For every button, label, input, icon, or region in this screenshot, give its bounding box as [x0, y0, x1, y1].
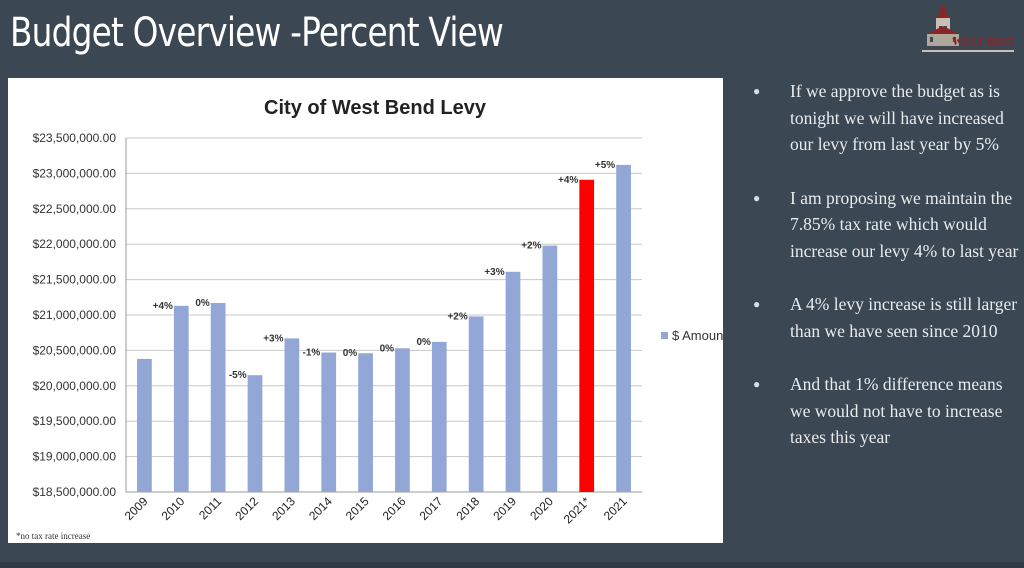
data-label: +2% — [521, 241, 541, 252]
data-label: +2% — [447, 311, 467, 322]
bar — [395, 348, 410, 492]
y-tick-label: $22,500,000.00 — [33, 202, 117, 216]
bullet-item: And that 1% difference means we would no… — [752, 371, 1020, 451]
x-tick-label: 2013 — [269, 494, 298, 523]
data-label: +3% — [263, 333, 283, 344]
x-tick-label: 2020 — [527, 494, 556, 523]
slide-title: Budget Overview -Percent View — [10, 10, 504, 56]
bullet-item: A 4% levy increase is still larger than … — [752, 291, 1020, 344]
y-tick-label: $21,500,000.00 — [33, 273, 117, 287]
bar — [321, 352, 337, 492]
gridlines — [125, 137, 642, 493]
bar — [284, 338, 300, 492]
data-labels: +4% 0% -5% +3% -1% 0% 0% 0% +2% +3% +2% +4% +5% — [153, 160, 616, 381]
y-tick-label: $20,500,000.00 — [33, 343, 117, 357]
x-tick-label: 2017 — [417, 494, 446, 523]
bar — [579, 179, 595, 492]
x-tick-label: 2009 — [122, 494, 151, 523]
x-tick-label: 2014 — [306, 494, 335, 523]
x-tick-label: 2015 — [343, 494, 372, 523]
data-label: +5% — [595, 160, 615, 171]
y-tick-label: $18,500,000.00 — [33, 485, 117, 499]
bullet-item: If we approve the budget as is tonight w… — [752, 78, 1020, 158]
y-tick-label: $19,000,000.00 — [33, 450, 117, 464]
y-tick-label: $23,500,000.00 — [33, 131, 117, 145]
x-tick-label: 2018 — [453, 494, 482, 523]
legend-label: $ Amount — [672, 328, 723, 343]
bar — [173, 305, 189, 492]
data-label: 0% — [195, 298, 210, 309]
legend-swatch — [661, 332, 668, 339]
bar — [210, 302, 226, 492]
y-axis-ticks: $18,500,000.00 $19,000,000.00 $19,500,000.… — [33, 131, 117, 499]
data-label: +4% — [153, 301, 173, 312]
data-label: 0% — [416, 337, 431, 348]
bars — [137, 164, 631, 492]
x-axis-ticks: 2009 2010 2011 2012 2013 2014 2015 2016 2017 2018… — [122, 494, 630, 526]
bar — [616, 164, 631, 492]
bar — [468, 316, 484, 492]
y-tick-label: $19,500,000.00 — [33, 414, 117, 428]
bullet-item: I am proposing we maintain the 7.85% tax… — [752, 185, 1020, 265]
x-tick-label: 2011 — [196, 494, 224, 522]
x-tick-label: 2021* — [561, 494, 593, 526]
data-label: +3% — [484, 267, 504, 278]
bar — [431, 341, 447, 492]
data-label: 0% — [343, 348, 358, 359]
y-tick-label: $21,000,000.00 — [33, 308, 117, 322]
bottom-strip — [0, 562, 1024, 568]
x-tick-label: 2019 — [490, 494, 519, 523]
logo-text: WEST BEND — [952, 36, 1014, 48]
legend: $ Amount — [661, 328, 723, 343]
bar — [247, 375, 263, 492]
bullet-list: If we approve the budget as is tonight w… — [752, 78, 1020, 478]
data-label: 0% — [380, 343, 395, 354]
data-label: -1% — [303, 348, 321, 359]
chart-title: City of West Bend Levy — [264, 97, 487, 119]
bar — [542, 245, 558, 492]
x-tick-label: 2016 — [380, 494, 409, 523]
x-tick-label: 2021 — [601, 494, 630, 523]
x-tick-label: 2012 — [232, 494, 261, 523]
bar — [505, 271, 521, 492]
data-label: +4% — [558, 175, 578, 186]
bar — [137, 358, 152, 492]
levy-bar-chart: City of West Bend Levy $18,500,000.00 $19… — [16, 97, 723, 541]
y-tick-label: $22,000,000.00 — [33, 237, 117, 251]
footnote: *no tax rate increase — [16, 531, 90, 541]
city-logo: WEST BEND — [922, 4, 1014, 66]
y-tick-label: $23,000,000.00 — [33, 166, 117, 180]
x-tick-label: 2010 — [159, 494, 188, 523]
y-tick-label: $20,000,000.00 — [33, 379, 117, 393]
data-label: -5% — [229, 370, 247, 381]
bar — [358, 353, 373, 492]
chart-panel: City of West Bend Levy $18,500,000.00 $19… — [8, 78, 723, 543]
